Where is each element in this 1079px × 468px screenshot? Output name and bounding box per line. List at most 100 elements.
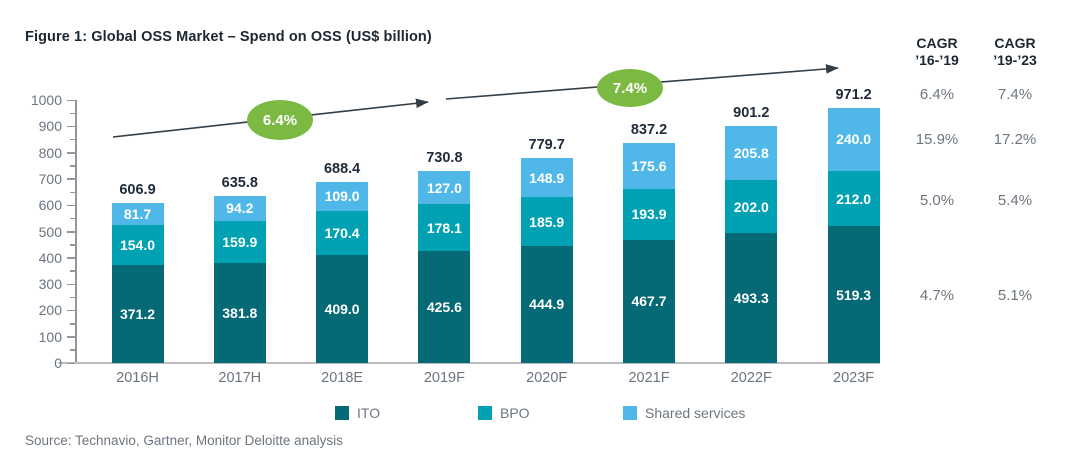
y-axis-label: 300 — [38, 276, 62, 293]
segment-value-label: 81.7 — [123, 206, 152, 223]
segment-value-label: 193.9 — [631, 206, 667, 223]
bar-segment-shared-services-2022F: 205.8 — [725, 126, 778, 181]
cagr-total-16-19: 6.4% — [919, 86, 955, 103]
segment-value-label: 371.2 — [119, 306, 156, 323]
legend-swatch-icon — [623, 406, 637, 420]
cagr-ito-19-23: 5.1% — [997, 287, 1033, 304]
y-axis-label: 500 — [38, 223, 62, 240]
legend-label: BPO — [500, 405, 530, 421]
y-axis-minor-tick — [70, 138, 75, 141]
y-axis-major-tick — [67, 125, 75, 128]
x-axis-label-2022F: 2022F — [730, 370, 772, 386]
y-axis-minor-tick — [70, 349, 75, 351]
segment-value-label: 409.0 — [324, 301, 360, 318]
y-axis-label: 900 — [38, 118, 62, 135]
growth-callout-label-2: 7.4% — [613, 80, 647, 97]
segment-value-label: 178.1 — [426, 219, 462, 236]
y-axis-major-tick — [67, 362, 75, 364]
y-axis-label: 200 — [38, 302, 62, 319]
bar-segment-ito-2020F: 444.9 — [520, 245, 573, 363]
bar-segment-shared-services-2018E: 109.0 — [316, 181, 369, 211]
legend-item-shared-services: Shared services — [623, 405, 745, 421]
segment-value-label: 170.4 — [324, 225, 360, 242]
y-axis-major-tick — [67, 257, 75, 259]
y-axis-major-tick — [67, 283, 75, 286]
legend-item-bpo: BPO — [478, 405, 530, 421]
x-axis-line — [58, 362, 880, 364]
bar-segment-ito-2023F: 519.3 — [827, 226, 880, 363]
segment-value-label: 493.3 — [733, 290, 769, 307]
y-axis-label: 800 — [38, 144, 62, 161]
y-axis-minor-tick — [70, 244, 75, 246]
segment-value-label: 519.3 — [836, 286, 872, 303]
cagr-header-line1: CAGR — [916, 35, 958, 51]
cagr-total-19-23: 7.4% — [997, 86, 1033, 103]
bar-segment-bpo-2018E: 170.4 — [316, 210, 369, 256]
bar-segment-bpo-2021F: 193.9 — [623, 188, 675, 240]
bar-total-label-2022F: 901.2 — [733, 104, 770, 121]
y-axis-minor-tick — [70, 296, 75, 299]
y-axis-major-tick — [67, 231, 75, 233]
bar-segment-ito-2018E: 409.0 — [316, 255, 369, 363]
y-axis-major-tick — [67, 204, 75, 207]
segment-value-label: 154.0 — [119, 237, 156, 254]
y-axis-label: 400 — [38, 249, 62, 266]
legend-label: ITO — [357, 405, 381, 421]
y-axis-major-tick — [67, 309, 75, 312]
legend-swatch-icon — [335, 406, 349, 420]
y-axis-minor-tick — [70, 165, 75, 167]
growth-callout-oval-2 — [597, 69, 663, 107]
cagr-header-line2: ’19-’23 — [993, 52, 1037, 68]
bar-segment-bpo-2022F: 202.0 — [725, 180, 778, 234]
segment-value-label: 467.7 — [631, 293, 667, 310]
segment-value-label: 425.6 — [426, 299, 462, 316]
growth-arrow-segment-2 — [445, 64, 839, 100]
legend-label: Shared services — [645, 405, 746, 421]
segment-value-label: 212.0 — [836, 190, 872, 207]
bar-segment-shared-services-2016H: 81.7 — [111, 203, 164, 225]
segment-value-label: 240.0 — [836, 131, 872, 148]
y-axis-major-tick — [67, 99, 75, 101]
segment-value-label: 205.8 — [733, 145, 769, 162]
bar-segment-ito-2022F: 493.3 — [725, 233, 778, 363]
cagr-ito-16-19: 4.7% — [919, 287, 955, 304]
legend-item-ito: ITO — [335, 405, 380, 421]
x-axis-label-2021F: 2021F — [628, 370, 670, 386]
bar-segment-bpo-2016H: 154.0 — [111, 224, 164, 266]
bar-segment-ito-2017H: 381.8 — [213, 262, 266, 363]
bar-segment-bpo-2023F: 212.0 — [827, 170, 880, 227]
y-axis-label: 0 — [54, 355, 62, 371]
bar-segment-ito-2021F: 467.7 — [623, 239, 675, 363]
growth-callout-oval-1 — [247, 100, 313, 140]
bar-segment-shared-services-2017H: 94.2 — [213, 195, 266, 221]
bar-segment-bpo-2020F: 185.9 — [520, 197, 573, 246]
bar-total-label-2018E: 688.4 — [323, 160, 361, 177]
y-axis-label: 600 — [38, 197, 62, 214]
segment-value-label: 175.6 — [631, 157, 667, 174]
y-axis-label: 100 — [38, 328, 62, 345]
bar-segment-bpo-2017H: 159.9 — [213, 220, 266, 263]
y-axis-minor-tick — [70, 323, 75, 325]
bar-segment-bpo-2019F: 178.1 — [418, 204, 471, 252]
x-axis-label-2018E: 2018E — [321, 370, 364, 386]
segment-value-label: 185.9 — [529, 213, 565, 230]
x-axis-label-2020F: 2020F — [526, 370, 568, 386]
y-axis-minor-tick — [70, 191, 75, 194]
source-note: Source: Technavio, Gartner, Monitor Delo… — [25, 433, 343, 448]
bar-segment-shared-services-2020F: 148.9 — [520, 157, 573, 198]
segment-value-label: 127.0 — [426, 179, 462, 196]
y-axis-major-tick — [67, 336, 75, 338]
y-axis-label: 1000 — [30, 92, 62, 108]
segment-value-label: 202.0 — [733, 198, 769, 215]
cagr-header-line1: CAGR — [994, 35, 1036, 51]
bar-total-label-2019F: 730.8 — [426, 149, 463, 166]
x-axis-label-2017H: 2017H — [218, 370, 262, 386]
bar-segment-ito-2016H: 371.2 — [111, 265, 164, 363]
y-axis-line — [75, 100, 77, 364]
y-axis-minor-tick — [70, 270, 75, 272]
segment-value-label: 159.9 — [222, 233, 258, 250]
bar-segment-ito-2019F: 425.6 — [418, 251, 471, 363]
bar-total-label-2017H: 635.8 — [221, 174, 258, 191]
y-axis-label: 700 — [38, 170, 62, 187]
